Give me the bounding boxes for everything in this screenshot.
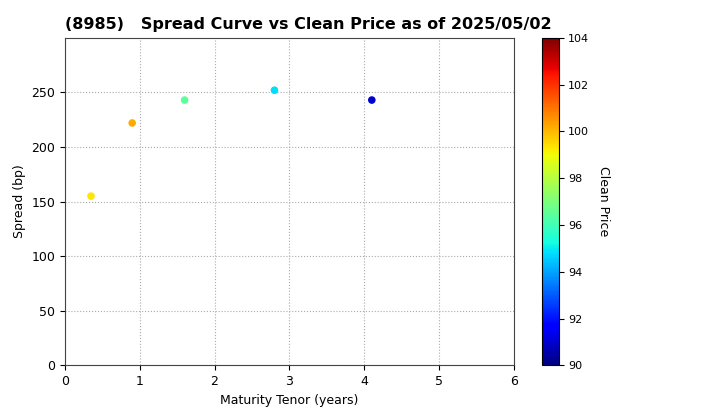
X-axis label: Maturity Tenor (years): Maturity Tenor (years) xyxy=(220,394,359,407)
Point xyxy=(366,97,377,103)
Point xyxy=(179,97,190,103)
Y-axis label: Clean Price: Clean Price xyxy=(597,166,611,237)
Y-axis label: Spread (bp): Spread (bp) xyxy=(13,165,26,239)
Point xyxy=(127,120,138,126)
Text: (8985)   Spread Curve vs Clean Price as of 2025/05/02: (8985) Spread Curve vs Clean Price as of… xyxy=(65,18,552,32)
Point xyxy=(269,87,280,94)
Point xyxy=(85,193,96,199)
